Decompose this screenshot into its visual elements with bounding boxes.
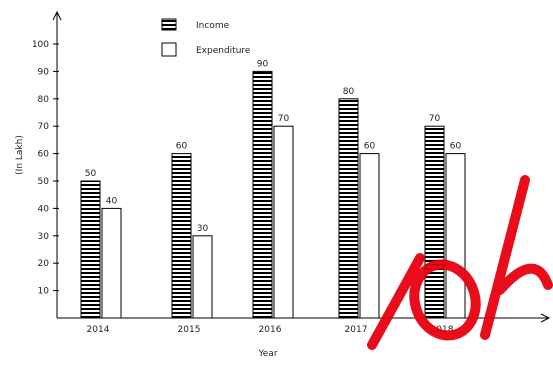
y-tick-label: 20	[38, 259, 50, 269]
bar-expenditure-2016	[273, 125, 294, 319]
bar-expenditure-2017	[359, 153, 380, 319]
y-tick-label: 100	[32, 40, 49, 50]
y-axis-arrow-icon	[52, 10, 62, 21]
y-tick-label: 50	[38, 177, 50, 187]
axes	[52, 10, 551, 323]
y-tick-label: 60	[38, 150, 50, 160]
y-tick-label: 40	[38, 204, 50, 214]
x-tick-label-2015: 2015	[178, 325, 201, 335]
legend-swatch-income	[161, 18, 177, 31]
bar-income-2016	[252, 70, 273, 319]
legend: Income Expenditure	[161, 18, 251, 57]
x-tick-label-2018: 2018	[431, 325, 454, 335]
legend-swatch-expenditure	[161, 42, 177, 57]
labels: 10 20 30 40 50 60 70 80 90 100 50 40 2014 60 30 2015 90 7…	[32, 40, 462, 335]
data-label-expenditure-2015: 30	[197, 224, 209, 234]
data-label-expenditure-2014: 40	[106, 196, 118, 206]
legend-label-expenditure: Expenditure	[196, 46, 251, 56]
bar-expenditure-2015	[192, 235, 213, 319]
data-label-income-2016: 90	[257, 59, 269, 69]
y-tick-label: 70	[38, 122, 50, 132]
data-label-income-2017: 80	[343, 87, 355, 97]
bar-income-2018	[424, 125, 445, 319]
x-tick-label-2014: 2014	[87, 325, 110, 335]
x-axis-title: Year	[257, 349, 277, 359]
y-tick-label: 90	[38, 67, 50, 77]
y-tick-label: 10	[38, 287, 50, 297]
bar-expenditure-2014	[101, 207, 122, 319]
bar-income-2014	[80, 180, 101, 319]
data-label-expenditure-2018: 60	[450, 142, 462, 152]
data-label-income-2014: 50	[85, 169, 97, 179]
y-tick-label: 80	[38, 95, 50, 105]
bar-income-2015	[171, 153, 192, 319]
x-axis-arrow-icon	[540, 313, 551, 323]
data-label-income-2018: 70	[429, 114, 441, 124]
x-tick-label-2016: 2016	[259, 325, 282, 335]
bars	[80, 70, 466, 319]
data-label-expenditure-2017: 60	[364, 142, 376, 152]
x-tick-label-2017: 2017	[345, 325, 368, 335]
y-axis-title: (In Lakh)	[15, 135, 25, 175]
bar-expenditure-2018	[445, 153, 466, 319]
legend-label-income: Income	[196, 21, 230, 31]
data-label-expenditure-2016: 70	[278, 114, 290, 124]
y-tick-label: 30	[38, 232, 50, 242]
data-label-income-2015: 60	[176, 142, 188, 152]
bar-income-2017	[338, 98, 359, 319]
